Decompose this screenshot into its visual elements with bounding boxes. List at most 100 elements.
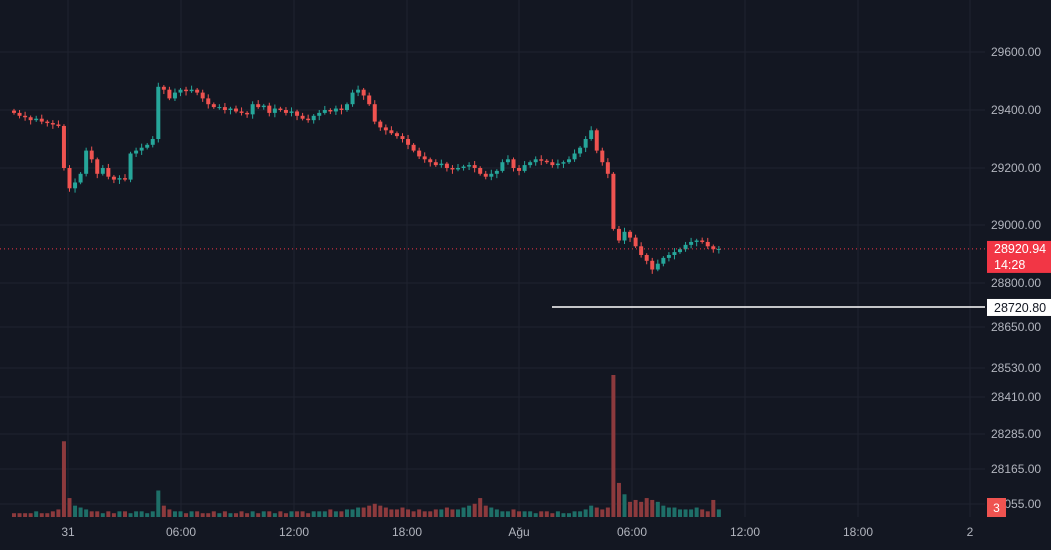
volume-bar: [28, 513, 33, 517]
candle: [100, 165, 105, 176]
volume-bar: [550, 513, 555, 517]
volume-bar: [322, 511, 327, 517]
candle: [23, 111, 28, 121]
horizontal-line-value: 28720.80: [994, 301, 1046, 315]
volume-bar: [300, 511, 305, 517]
candle: [533, 156, 538, 166]
candle: [67, 165, 72, 192]
candle: [661, 256, 666, 267]
candle: [583, 136, 588, 153]
candle: [172, 88, 177, 102]
volume-bar: [89, 511, 94, 517]
candle: [161, 85, 166, 95]
candle: [555, 159, 560, 169]
candle: [123, 174, 127, 182]
volume-bar: [100, 513, 105, 517]
candle: [267, 102, 272, 117]
candle: [494, 169, 499, 179]
time-axis[interactable]: 31 06:00 12:00 18:00 Ağu 06:00 12:00 18:00 2: [61, 525, 973, 539]
candle: [417, 147, 422, 160]
volume-bar: [561, 513, 566, 517]
volume-bar: [106, 511, 111, 517]
grid-lines: [0, 0, 985, 517]
volume-bar: [128, 513, 133, 517]
volume-bar: [611, 375, 616, 517]
volume-bar: [628, 501, 633, 517]
candle: [500, 159, 505, 173]
time-tick-label: 12:00: [730, 525, 760, 539]
volume-bar: [483, 505, 488, 517]
volume-bar: [267, 511, 272, 517]
price-tick-label: 28165.00: [991, 462, 1041, 476]
candle: [711, 244, 716, 253]
volume-bar: [444, 507, 449, 517]
horizontal-line-label: 28720.80: [987, 298, 1051, 316]
volume-bar: [150, 511, 155, 517]
candle: [328, 108, 333, 115]
volume-bar: [650, 499, 655, 517]
time-tick-label: 06:00: [617, 525, 647, 539]
volume-bar: [489, 507, 494, 517]
candle: [200, 89, 205, 102]
candle: [666, 252, 671, 262]
volume-bar: [61, 441, 66, 517]
volume-bar: [17, 513, 22, 517]
volume-bar: [522, 511, 527, 517]
volume-bar: [311, 511, 316, 517]
time-tick-label: 2: [967, 525, 974, 539]
volume-bar: [245, 513, 250, 517]
candle: [256, 100, 261, 109]
volume-bar: [123, 511, 127, 517]
price-tick-label: 29000.00: [991, 218, 1041, 232]
candle: [56, 120, 61, 128]
volume-bar: [633, 499, 638, 517]
volume-bar: [250, 511, 255, 517]
volume-bar: [383, 507, 388, 517]
volume-bar: [583, 509, 588, 517]
volume-bar: [289, 511, 294, 517]
volume-bar: [600, 509, 605, 517]
volume-bar: [222, 511, 227, 517]
price-tick-label: 29200.00: [991, 161, 1041, 175]
volume-bar: [184, 513, 189, 517]
candle: [134, 147, 139, 157]
candle: [411, 143, 416, 153]
volume-bar: [84, 509, 89, 517]
candle: [489, 169, 494, 181]
volume-bar: [234, 513, 238, 517]
volume-bar: [539, 511, 544, 517]
candle: [295, 109, 300, 121]
volume-bar: [622, 494, 627, 517]
candle: [184, 86, 189, 96]
candle: [383, 124, 388, 135]
volume-bar: [406, 509, 411, 517]
time-tick-label: 18:00: [392, 525, 422, 539]
candle: [483, 170, 488, 180]
volume-bar: [295, 511, 300, 517]
candle: [700, 237, 705, 244]
candle: [400, 133, 405, 143]
candle: [511, 157, 516, 172]
volume-bar: [117, 511, 122, 517]
candle: [650, 257, 655, 274]
volume-bar: [478, 498, 483, 517]
last-price-value: 28920.94: [994, 242, 1046, 256]
volume-bar: [195, 511, 200, 517]
volume-bar: [356, 507, 361, 517]
candle: [639, 242, 644, 258]
candle: [106, 163, 111, 180]
candle: [300, 112, 305, 121]
candle: [195, 87, 200, 96]
candle: [478, 166, 483, 176]
volume-bar: [700, 509, 705, 517]
candle: [622, 227, 627, 244]
candle: [322, 105, 327, 115]
volume-bar: [567, 513, 571, 517]
price-tick-label: 29600.00: [991, 45, 1041, 59]
candle: [339, 104, 344, 115]
candle: [539, 155, 544, 166]
candle: [628, 230, 633, 242]
